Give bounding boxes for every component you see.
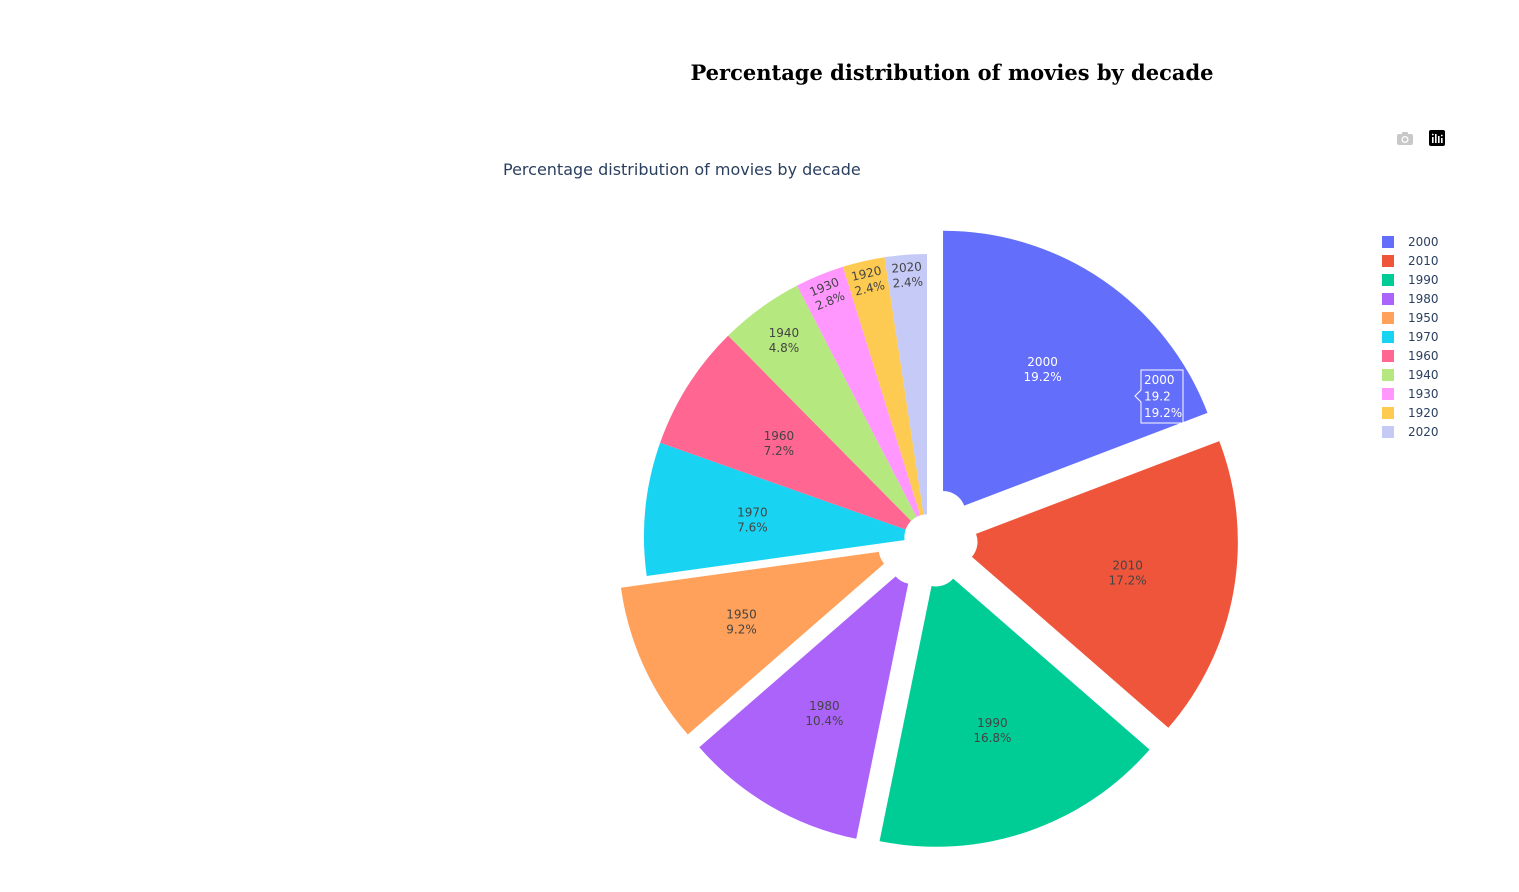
- slice-label: 1980 10.4%: [805, 699, 843, 728]
- slice-label-percent: 7.6%: [737, 520, 768, 534]
- pie-slice-shape[interactable]: [842, 257, 924, 516]
- slice-label-name: 2000: [1027, 355, 1058, 369]
- legend-label: 2010: [1408, 253, 1439, 268]
- legend-swatch: [1382, 292, 1394, 305]
- pie-slice-2010[interactable]: 2010 17.2%: [971, 441, 1238, 728]
- pie-slice-shape[interactable]: [643, 442, 906, 576]
- pie-slice-2000[interactable]: 2000 19.2%: [943, 230, 1208, 506]
- legend-label: 1980: [1408, 291, 1439, 306]
- legend-label: 2020: [1408, 424, 1439, 439]
- pie-slice-1920[interactable]: 19202.4%: [842, 257, 924, 516]
- pie-slice-1980[interactable]: 1980 10.4%: [699, 576, 909, 839]
- pie-slice-shape[interactable]: [728, 285, 917, 521]
- hover-value: 19.2: [1144, 390, 1171, 404]
- legend-item-1970[interactable]: 1970: [1382, 327, 1439, 346]
- legend-swatch: [1382, 311, 1394, 324]
- pie-slice-shape[interactable]: [971, 441, 1238, 728]
- slice-label-percent: 2.4%: [853, 278, 886, 298]
- slice-label-name: 1990: [977, 716, 1008, 730]
- pie-slice-shape[interactable]: [796, 266, 921, 517]
- pie-slice-shape[interactable]: [884, 254, 927, 515]
- slice-label-name: 1970: [737, 505, 768, 519]
- slice-label: 20202.4%: [891, 259, 924, 290]
- slice-label-percent: 7.2%: [764, 444, 795, 458]
- legend-swatch: [1382, 406, 1394, 419]
- pie-slice-shape[interactable]: [879, 578, 1150, 847]
- legend-item-1960[interactable]: 1960: [1382, 346, 1439, 365]
- pie-slice-1940[interactable]: 1940 4.8%: [728, 285, 917, 521]
- pie-slice-shape[interactable]: [943, 230, 1208, 506]
- legend-label: 1930: [1408, 386, 1439, 401]
- legend-item-1930[interactable]: 1930: [1382, 384, 1439, 403]
- legend-swatch: [1382, 235, 1394, 248]
- slice-label: 1940 4.8%: [769, 326, 800, 355]
- legend-item-1990[interactable]: 1990: [1382, 270, 1439, 289]
- slice-label-percent: 10.4%: [805, 714, 843, 728]
- legend: 2000 2010 1990 1980 1950 1970 1960 1940 1930 1920…: [1382, 232, 1439, 441]
- plotly-logo-icon[interactable]: [1428, 129, 1446, 147]
- camera-icon[interactable]: [1396, 129, 1414, 147]
- slice-label-name: 1940: [769, 326, 800, 340]
- slice-label-percent: 4.8%: [769, 341, 800, 355]
- slice-label: 1950 9.2%: [726, 607, 757, 636]
- legend-item-1980[interactable]: 1980: [1382, 289, 1439, 308]
- pie-slice-shape[interactable]: [660, 335, 912, 530]
- legend-item-1920[interactable]: 1920: [1382, 403, 1439, 422]
- legend-label: 1970: [1408, 329, 1439, 344]
- slice-label-percent: 17.2%: [1109, 574, 1147, 588]
- legend-label: 1960: [1408, 348, 1439, 363]
- legend-swatch: [1382, 349, 1394, 362]
- pie-slice-1960[interactable]: 1960 7.2%: [660, 335, 912, 530]
- hover-tooltip: 2000 19.2 19.2%: [1134, 369, 1184, 424]
- pie-slice-1970[interactable]: 1970 7.6%: [643, 442, 906, 576]
- slice-label-percent: 9.2%: [726, 622, 757, 636]
- pie-slice-2020[interactable]: 20202.4%: [884, 254, 927, 515]
- modebar: [1396, 129, 1446, 147]
- pie-slice-1950[interactable]: 1950 9.2%: [620, 551, 885, 735]
- legend-swatch: [1382, 330, 1394, 343]
- legend-swatch: [1382, 387, 1394, 400]
- legend-item-2000[interactable]: 2000: [1382, 232, 1439, 251]
- slice-label: 1990 16.8%: [973, 716, 1011, 745]
- legend-item-1940[interactable]: 1940: [1382, 365, 1439, 384]
- legend-label: 1920: [1408, 405, 1439, 420]
- slice-label-name: 1980: [809, 699, 840, 713]
- legend-swatch: [1382, 425, 1394, 438]
- slice-label: 1970 7.6%: [737, 505, 768, 534]
- slice-label-percent: 16.8%: [973, 731, 1011, 745]
- hover-percent: 19.2%: [1144, 406, 1182, 420]
- legend-label: 1990: [1408, 272, 1439, 287]
- slice-label-percent: 2.4%: [892, 274, 923, 290]
- slice-label-percent: 19.2%: [1024, 370, 1062, 384]
- legend-swatch: [1382, 368, 1394, 381]
- slice-label-name: 1920: [850, 263, 883, 283]
- pie-slice-shape[interactable]: [699, 576, 909, 839]
- slice-label-name: 1960: [764, 429, 795, 443]
- legend-item-2010[interactable]: 2010: [1382, 251, 1439, 270]
- legend-swatch: [1382, 254, 1394, 267]
- pie-slice-1990[interactable]: 1990 16.8%: [879, 578, 1150, 847]
- pie-slice-shape[interactable]: [620, 551, 885, 735]
- legend-swatch: [1382, 273, 1394, 286]
- slice-label: 19202.4%: [850, 263, 886, 298]
- slice-label: 1960 7.2%: [764, 429, 795, 458]
- legend-item-2020[interactable]: 2020: [1382, 422, 1439, 441]
- slice-label-name: 1950: [726, 607, 757, 621]
- legend-label: 1950: [1408, 310, 1439, 325]
- hover-label: 2000: [1144, 373, 1175, 387]
- legend-label: 1940: [1408, 367, 1439, 382]
- legend-label: 2000: [1408, 234, 1439, 249]
- slice-label: 2000 19.2%: [1024, 355, 1062, 384]
- slice-label-name: 2020: [891, 259, 923, 275]
- slice-label-name: 2010: [1112, 559, 1143, 573]
- chart-title: Percentage distribution of movies by dec…: [503, 160, 861, 179]
- page-title: Percentage distribution of movies by dec…: [690, 60, 1214, 85]
- slice-label: 2010 17.2%: [1109, 559, 1147, 588]
- legend-item-1950[interactable]: 1950: [1382, 308, 1439, 327]
- pie-slice-1930[interactable]: 19302.8%: [796, 266, 921, 517]
